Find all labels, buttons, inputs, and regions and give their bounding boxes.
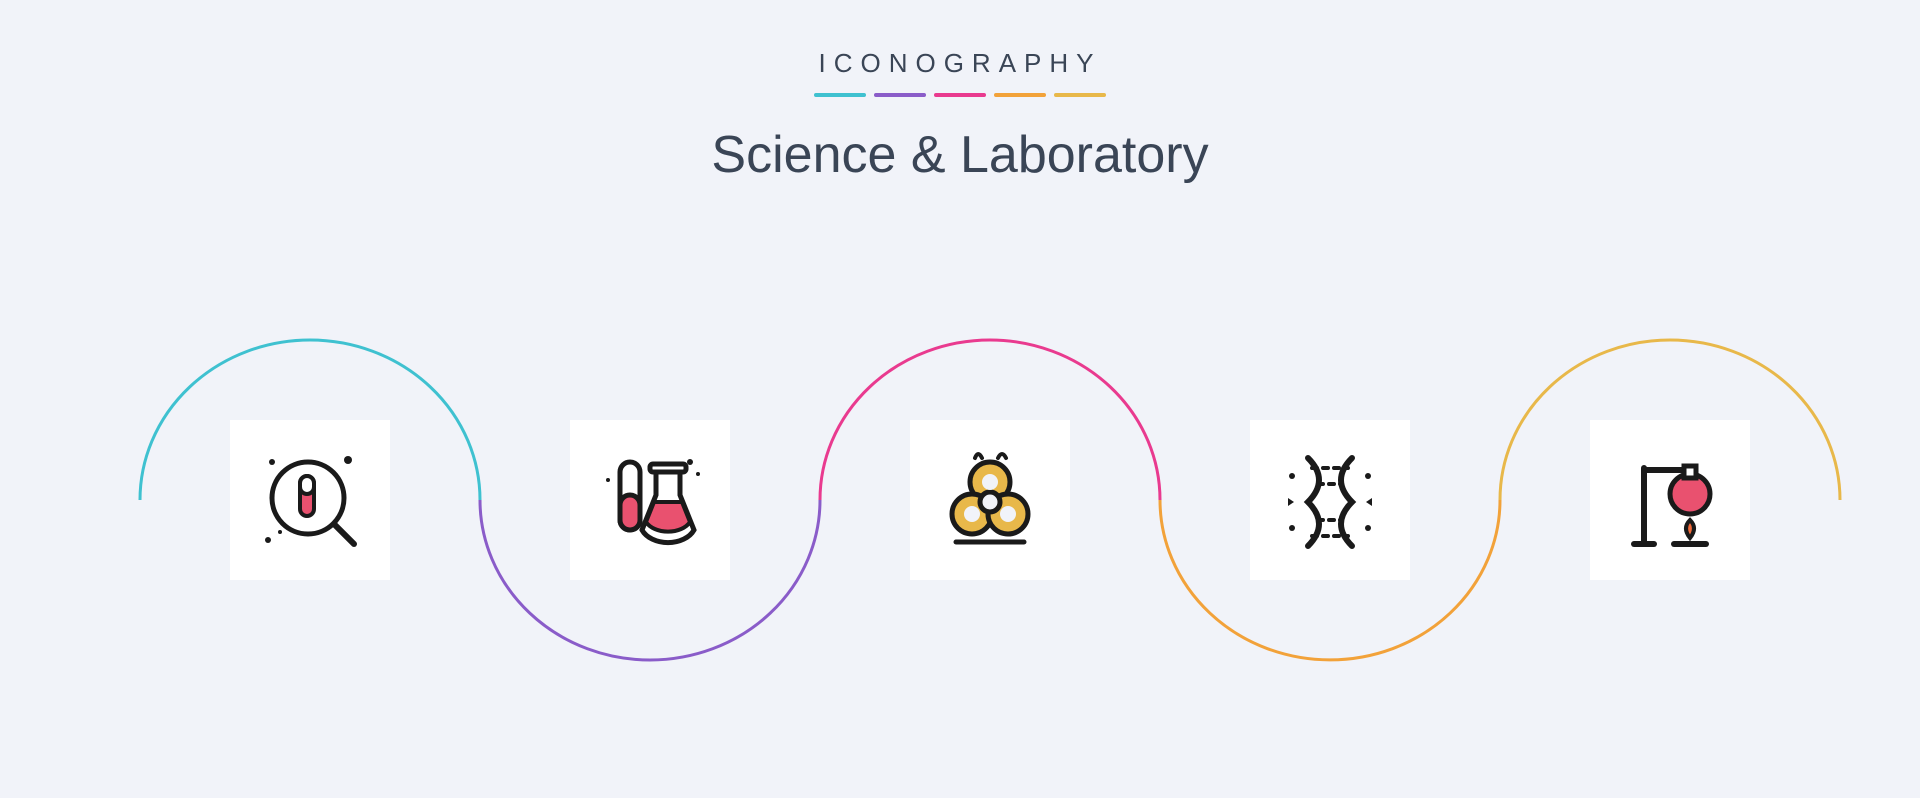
brand-label: ICONOGRAPHY [0,48,1920,79]
underline-segment [814,93,866,97]
icon-card [1590,420,1750,580]
flask-tube-icon [590,440,710,560]
biohazard-icon [930,440,1050,560]
page-title: Science & Laboratory [0,125,1920,185]
bunsen-flask-icon [1610,440,1730,560]
icon-card [1250,420,1410,580]
underline-segment [934,93,986,97]
underline-segment [874,93,926,97]
icon-card [570,420,730,580]
underline-segment [994,93,1046,97]
brand-underlines [0,93,1920,97]
underline-segment [1054,93,1106,97]
icon-card [910,420,1070,580]
search-test-tube-icon [250,440,370,560]
icon-card [230,420,390,580]
dna-icon [1270,440,1390,560]
